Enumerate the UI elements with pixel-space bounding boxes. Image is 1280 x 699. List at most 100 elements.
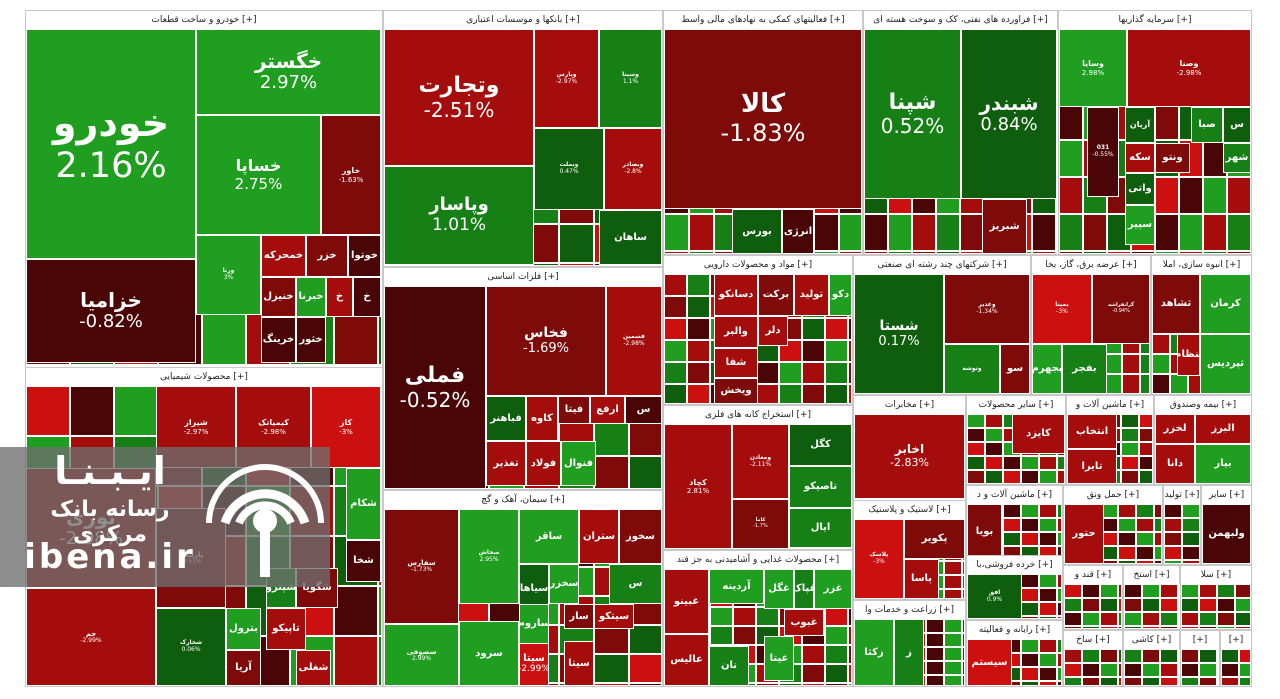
stock-tile[interactable]: کالا -1.83% bbox=[664, 29, 862, 209]
stock-tile[interactable]: انرژی bbox=[782, 209, 814, 254]
stock-tile[interactable]: غبینو bbox=[664, 569, 709, 634]
stock-tile[interactable]: بیار bbox=[1195, 444, 1251, 484]
stock-tile[interactable]: فخاس -1.69% bbox=[486, 286, 606, 396]
stock-tile[interactable]: دسانکو bbox=[714, 274, 758, 316]
sector-header[interactable]: [+] bbox=[1181, 631, 1219, 649]
stock-tile[interactable]: خ bbox=[326, 277, 353, 317]
stock-tile[interactable]: ورنا 3% bbox=[196, 235, 261, 315]
stock-tile[interactable]: خودرو 2.16% bbox=[26, 29, 196, 259]
stock-tile[interactable]: خرینگ bbox=[261, 317, 296, 363]
stock-tile[interactable]: پاسا bbox=[904, 559, 939, 599]
stock-tile[interactable]: سیتکو bbox=[594, 604, 634, 629]
sector-header[interactable]: زراعت و خدمات وا [+] bbox=[854, 601, 965, 619]
stock-tile[interactable]: برکت bbox=[758, 274, 794, 316]
sector-header[interactable]: شرکتهای چند رشته ای صنعتی [+] bbox=[854, 256, 1030, 274]
stock-tile[interactable]: اخابر -2.83% bbox=[854, 414, 965, 499]
stock-tile[interactable]: فیتا bbox=[558, 396, 590, 424]
sector-header[interactable]: کاشی [+] bbox=[1124, 631, 1179, 649]
stock-tile[interactable]: لخزر bbox=[1155, 414, 1195, 444]
stock-tile[interactable]: دانا bbox=[1155, 444, 1195, 484]
stock-tile[interactable]: وصنا -2.98% bbox=[1127, 29, 1251, 107]
sector-header[interactable]: حمل ونق [+] bbox=[1064, 486, 1162, 504]
stock-tile[interactable]: دکو bbox=[829, 274, 852, 316]
sector-header[interactable]: [+] bbox=[1221, 631, 1251, 649]
stock-tile[interactable]: ساقر bbox=[519, 509, 579, 564]
stock-tile[interactable]: فباهنر bbox=[486, 396, 526, 441]
stock-tile[interactable]: ساروم bbox=[519, 604, 549, 644]
stock-tile[interactable]: کاما -1.7% bbox=[732, 499, 789, 549]
stock-tile[interactable]: غیتا bbox=[764, 636, 794, 681]
stock-tile[interactable]: سو bbox=[1000, 344, 1030, 394]
sector-header[interactable]: خرده فروشی،با [+] bbox=[967, 556, 1062, 574]
stock-tile[interactable]: وبملت 0.47% bbox=[534, 128, 604, 210]
stock-tile[interactable]: ستران bbox=[579, 509, 619, 564]
sector-header[interactable]: تولید [+] bbox=[1164, 486, 1200, 504]
stock-tile[interactable]: خزر bbox=[306, 235, 348, 277]
stock-tile[interactable]: عالیس bbox=[664, 634, 709, 686]
sector-header[interactable]: استخراج کانه های فلزی [+] bbox=[664, 406, 852, 424]
stock-tile[interactable]: وتوشه bbox=[944, 344, 1000, 394]
stock-tile[interactable]: خ bbox=[353, 277, 381, 317]
stock-tile[interactable]: وغدیر -1.34% bbox=[944, 274, 1030, 344]
sector-header[interactable]: انبوه سازی، املا [+] bbox=[1152, 256, 1251, 274]
sector-header[interactable]: فراورده های نفتی، کک و سوخت هسته ای [+] bbox=[864, 11, 1057, 29]
stock-tile[interactable]: واتی bbox=[1125, 173, 1155, 205]
stock-tile[interactable]: فنوال bbox=[561, 441, 596, 486]
stock-tile[interactable]: فسمین -2.98% bbox=[606, 286, 662, 396]
stock-tile[interactable]: دلر bbox=[758, 316, 788, 346]
sector-header[interactable]: سایر [+] bbox=[1202, 486, 1251, 504]
stock-tile[interactable]: خساپا 2.75% bbox=[196, 115, 321, 235]
stock-tile[interactable]: بجهرم bbox=[1032, 344, 1062, 394]
stock-tile[interactable]: ونتو bbox=[1155, 143, 1190, 173]
stock-tile[interactable]: شخا bbox=[346, 540, 381, 582]
stock-tile[interactable]: شبریز bbox=[982, 199, 1027, 254]
stock-tile[interactable]: سکه bbox=[1125, 143, 1155, 173]
stock-tile[interactable]: پکویر bbox=[904, 519, 965, 559]
stock-tile[interactable]: تاصیکو bbox=[789, 466, 852, 508]
stock-tile[interactable]: بترول bbox=[226, 608, 261, 650]
stock-tile[interactable]: تغذیر bbox=[486, 441, 526, 486]
sector-header[interactable]: بانکها و موسسات اعتباری [+] bbox=[384, 11, 662, 29]
sector-header[interactable]: لاستیک و پلاستیک [+] bbox=[854, 501, 965, 519]
stock-tile[interactable]: ولبهمن bbox=[1202, 504, 1251, 564]
stock-tile[interactable]: آریا bbox=[226, 650, 261, 686]
stock-tile[interactable]: ارفع bbox=[590, 396, 625, 424]
stock-tile[interactable]: کگل bbox=[789, 424, 852, 466]
stock-tile[interactable]: ومعادن -2.11% bbox=[732, 424, 789, 499]
stock-tile[interactable]: بورس bbox=[732, 209, 782, 254]
stock-tile[interactable]: بفجر bbox=[1062, 344, 1107, 394]
stock-tile[interactable]: فملی -0.52% bbox=[384, 286, 486, 489]
sector-header[interactable]: رایانه و فعالیته [+] bbox=[967, 621, 1062, 639]
stock-tile[interactable]: س bbox=[625, 396, 662, 424]
stock-tile[interactable]: سصوفی 2.99% bbox=[384, 624, 459, 686]
stock-tile[interactable]: کاوه bbox=[526, 396, 558, 441]
stock-tile[interactable]: شپنا 0.52% bbox=[864, 29, 961, 199]
stock-tile[interactable]: وتجارت -2.51% bbox=[384, 29, 534, 166]
stock-tile[interactable]: بمپنا -3% bbox=[1032, 274, 1092, 344]
stock-tile[interactable]: ثپردیس bbox=[1200, 334, 1251, 394]
stock-tile[interactable]: شهر bbox=[1223, 143, 1251, 173]
stock-tile[interactable]: البرز bbox=[1195, 414, 1251, 444]
stock-tile[interactable]: خثور bbox=[296, 317, 326, 363]
stock-tile[interactable]: ساهان bbox=[599, 210, 662, 265]
sector-header[interactable]: سایر محصولات [+] bbox=[967, 396, 1065, 414]
stock-tile[interactable]: سرود bbox=[459, 621, 519, 686]
stock-tile[interactable]: خمحرکه bbox=[261, 235, 306, 277]
stock-tile[interactable]: وسینا 1.1% bbox=[599, 29, 662, 128]
sector-header[interactable]: ماشین آلات و د [+] bbox=[967, 486, 1062, 504]
sector-header[interactable]: سیمان، آهک و گچ [+] bbox=[384, 491, 662, 509]
stock-tile[interactable]: خاور -1.63% bbox=[321, 115, 381, 235]
stock-tile[interactable]: ویخش bbox=[714, 378, 758, 404]
sector-header[interactable]: محصولات شیمیایی [+] bbox=[26, 368, 382, 386]
sector-header[interactable]: خودرو و ساخت قطعات [+] bbox=[26, 11, 382, 29]
stock-tile[interactable]: ایال bbox=[789, 508, 852, 548]
sector-header[interactable]: مخابرات [+] bbox=[854, 396, 965, 414]
stock-tile[interactable]: شخارک 0.06% bbox=[156, 608, 226, 686]
sector-header[interactable]: سرمایه گذاریها [+] bbox=[1059, 11, 1251, 29]
sector-header[interactable]: عرضه برق، گاز، بخا [+] bbox=[1032, 256, 1150, 274]
stock-tile[interactable]: تایرا bbox=[1067, 449, 1117, 484]
stock-tile[interactable]: سیتا bbox=[564, 641, 594, 686]
stock-tile[interactable]: غپاک bbox=[794, 569, 814, 609]
stock-tile[interactable]: ثنظام bbox=[1177, 334, 1200, 376]
stock-tile[interactable]: نان bbox=[709, 646, 749, 686]
